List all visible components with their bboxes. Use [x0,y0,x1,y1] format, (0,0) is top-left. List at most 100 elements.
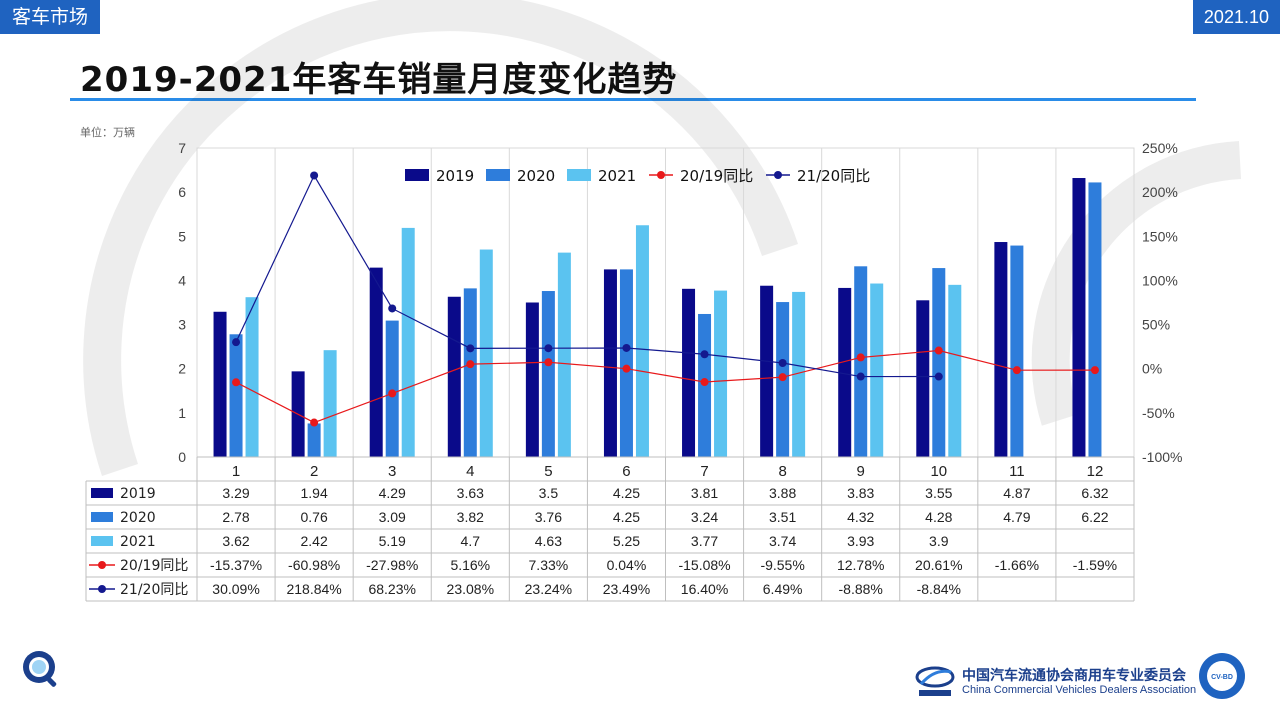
table-cell-21/20同比: 6.49% [763,581,803,597]
unit-note: 单位：万辆 [80,126,135,139]
bar-2019 [994,242,1008,457]
y-right-tick-label: -50% [1142,405,1175,421]
table-cell-20/19同比: -9.55% [760,557,804,573]
bar-2020 [1010,245,1024,457]
legend-label-20/19同比: 20/19同比 [680,167,753,185]
table-row-label: 2020 [120,510,156,526]
legend-label-21/20同比: 21/20同比 [797,167,870,185]
x-tick-label: 12 [1087,463,1104,480]
legend-swatch-2021 [567,169,591,181]
legend-swatch-2019 [405,169,429,181]
table-key-marker-20/19同比 [98,561,106,569]
table-cell-20/19同比: 5.16% [450,557,490,573]
y-left-tick-label: 6 [178,184,186,200]
table-cell-2020: 6.22 [1081,509,1108,525]
y-left-tick-label: 2 [178,361,186,377]
page-title: 2019-2021年客车销量月度变化趋势 [80,60,678,100]
watermark [83,0,1242,476]
point-21/20同比 [700,350,709,359]
bar-2020 [307,423,321,457]
table-cell-2019: 3.88 [769,485,796,501]
table-key-2020 [91,512,113,522]
magnifier-logo-icon [23,651,57,687]
table-cell-20/19同比: 12.78% [837,557,884,573]
line-20/19同比 [235,349,1095,424]
table-row-label: 2019 [120,486,156,502]
y-left-tick-label: 1 [178,405,186,421]
table-cell-2021: 3.62 [222,533,249,549]
x-tick-label: 5 [544,463,552,480]
table-cell-21/20同比: 23.49% [603,581,650,597]
table-cell-20/19同比: -27.98% [366,557,418,573]
point-21/20同比 [232,338,241,347]
table-cell-21/20同比: -8.84% [917,581,961,597]
y-left-tick-label: 4 [178,272,186,288]
table-cell-2019: 6.32 [1081,485,1108,501]
point-21/20同比 [388,304,397,313]
bar-2021 [323,350,337,457]
date-tag: 2021.10 [1192,0,1280,34]
table-cell-21/20同比: 23.08% [447,581,494,597]
bar-2019 [838,287,852,457]
table-cell-20/19同比: 20.61% [915,557,962,573]
table-cell-2019: 3.5 [539,485,559,501]
legend-label-2021: 2021 [598,167,636,185]
bar-2021 [557,252,571,457]
table-cell-2019: 3.63 [457,485,484,501]
legend-marker-21/20同比 [774,171,782,179]
table-row-label: 2021 [120,534,156,550]
table-cell-21/20同比: 68.23% [368,581,415,597]
table-cell-2020: 4.28 [925,509,952,525]
table-cell-20/19同比: -15.37% [210,557,262,573]
table-cell-2019: 4.25 [613,485,640,501]
association-logo-icon [915,666,955,696]
bar-2019 [760,285,774,457]
table-cell-2021: 4.7 [461,533,481,549]
bar-2020 [932,268,946,457]
x-tick-label: 2 [310,463,318,480]
table-cell-2020: 4.79 [1003,509,1030,525]
point-20/19同比 [934,346,943,355]
bar-2019 [603,269,617,457]
table-cell-20/19同比: -60.98% [288,557,340,573]
association-name-en: China Commercial Vehicles Dealers Associ… [962,684,1197,696]
point-20/19同比 [466,360,475,369]
table-key-2021 [91,536,113,546]
y-left-tick-label: 3 [178,317,186,333]
x-tick-label: 4 [466,463,474,480]
bar-2020 [385,320,399,457]
table-row-label: 21/20同比 [120,582,188,598]
bar-2020 [541,291,555,457]
point-21/20同比 [310,171,319,180]
bar-2020 [1088,182,1102,457]
point-21/20同比 [466,344,475,353]
point-20/19同比 [544,358,553,367]
table-cell-2021: 5.19 [379,533,406,549]
table-cell-21/20同比: -8.88% [839,581,883,597]
table-cell-2019: 4.29 [379,485,406,501]
y-right-tick-label: 100% [1142,272,1178,288]
table-cell-2019: 4.87 [1003,485,1030,501]
point-20/19同比 [310,418,319,427]
bar-2021 [401,227,415,457]
line-21/20同比 [235,174,939,378]
bar-2021 [479,249,493,457]
x-tick-label: 11 [1009,463,1025,480]
table-cell-20/19同比: 0.04% [607,557,647,573]
table-key-marker-21/20同比 [98,585,106,593]
y-left-tick-label: 0 [178,449,186,465]
bar-2021 [635,225,649,457]
table-cell-21/20同比: 16.40% [681,581,728,597]
table-cell-21/20同比: 23.24% [525,581,572,597]
table-cell-2019: 3.55 [925,485,952,501]
legend-label-2020: 2020 [517,167,555,185]
legend-label-2019: 2019 [436,167,474,185]
section-tag: 客车市场 [0,0,101,34]
y-right-tick-label: 200% [1142,184,1178,200]
point-20/19同比 [1012,366,1021,375]
point-20/19同比 [232,378,241,387]
table-cell-2020: 3.09 [379,509,406,525]
table-cell-2021: 5.25 [613,533,640,549]
bar-2021 [792,291,806,457]
